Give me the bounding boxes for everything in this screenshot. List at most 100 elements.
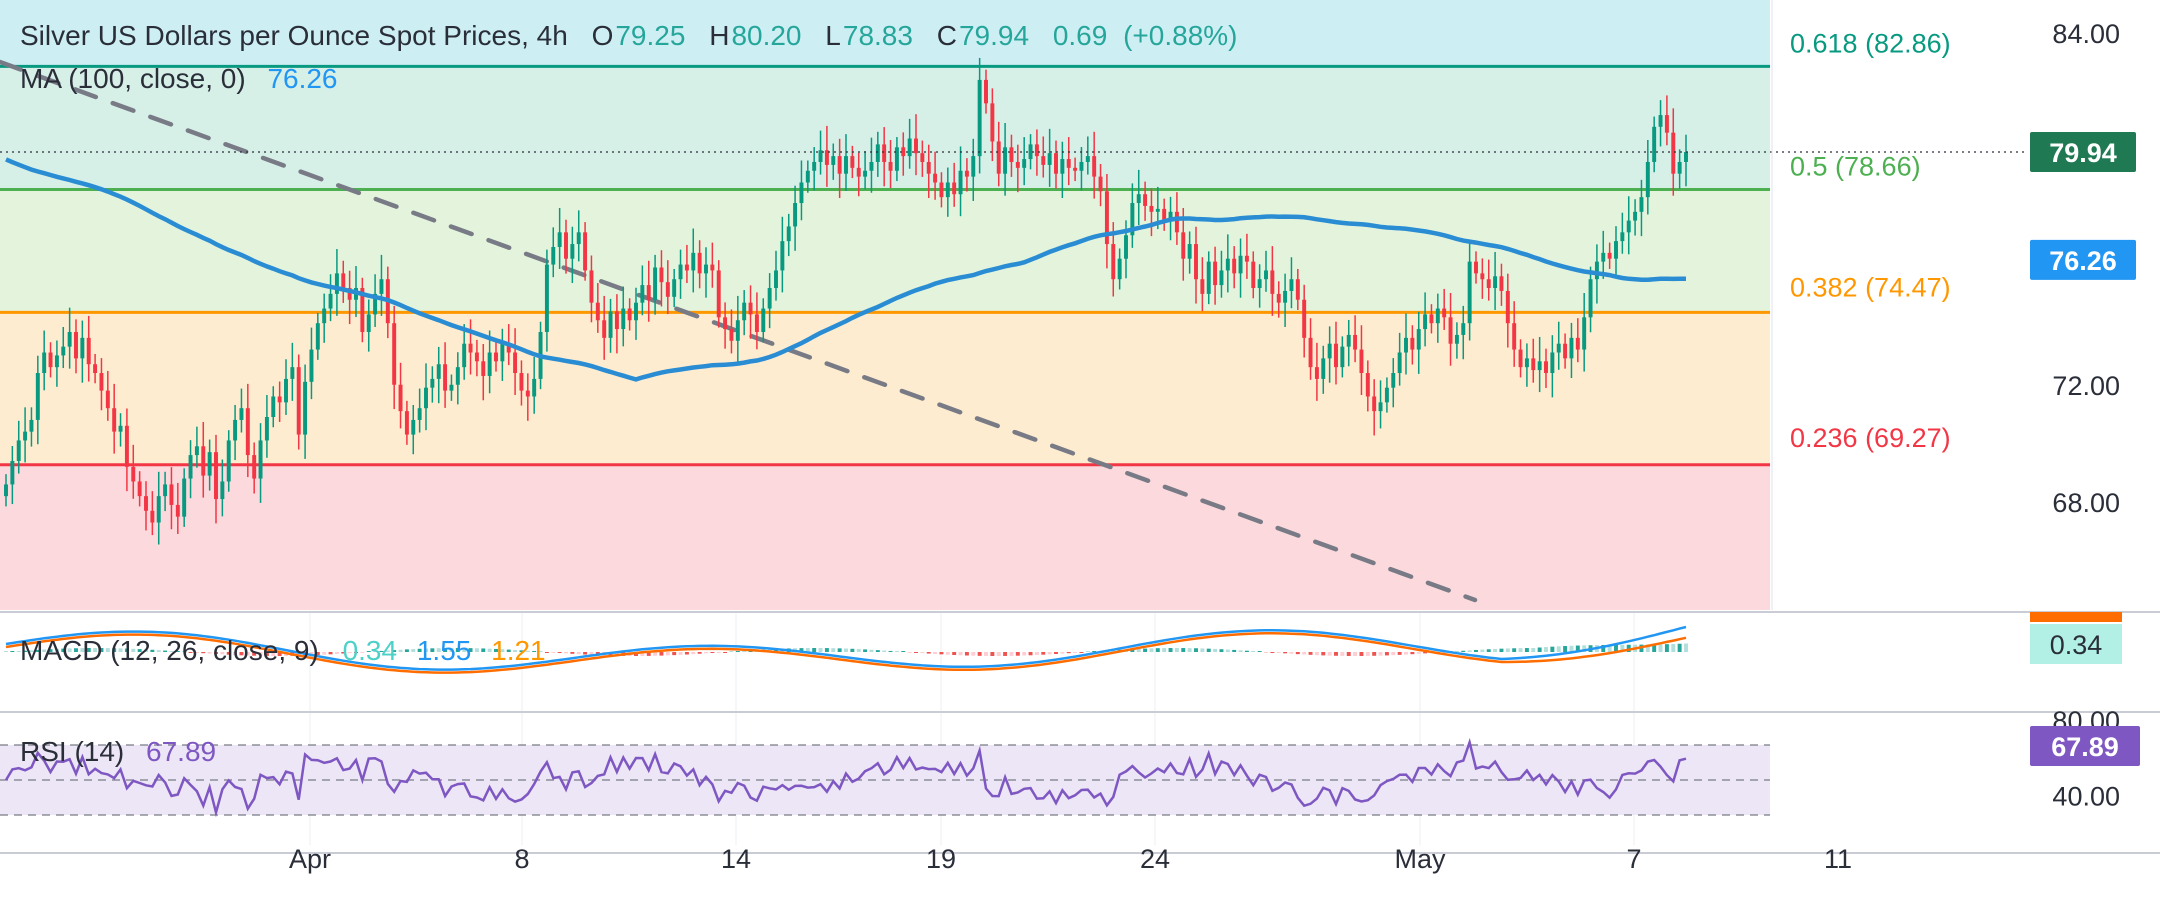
candle-body — [1162, 208, 1167, 221]
macd-histogram-bar — [334, 652, 339, 654]
macd-histogram-bar — [182, 651, 187, 652]
candle — [888, 139, 893, 189]
candle-body — [226, 440, 231, 482]
candle — [952, 162, 957, 207]
candle-body — [1302, 299, 1307, 338]
candle — [1098, 164, 1103, 207]
candle-body — [1448, 317, 1453, 344]
macd-histogram-bar — [958, 652, 963, 656]
candle-body — [80, 337, 85, 359]
macd-histogram-bar — [551, 652, 556, 653]
macd-histogram-bar — [373, 651, 378, 652]
price-tick-label: 68.00 — [2052, 488, 2120, 518]
time-tick-label: May — [1394, 844, 1446, 874]
candle — [1410, 325, 1415, 365]
candle — [398, 362, 403, 429]
candle-body — [1346, 334, 1351, 347]
macd-histogram-bar — [252, 652, 257, 656]
low-value: 78.83 — [842, 20, 913, 51]
candle — [875, 131, 880, 177]
candle-body — [729, 329, 734, 341]
candle-body — [1429, 314, 1434, 324]
macd-histogram-bar — [691, 652, 696, 655]
macd-histogram-bar — [1512, 648, 1517, 652]
candle — [1359, 325, 1364, 396]
macd-histogram-bar — [1149, 648, 1154, 652]
candle — [169, 467, 174, 530]
candle — [468, 319, 473, 375]
candle — [99, 358, 104, 411]
change-value: 0.69 — [1052, 20, 1108, 51]
candle-body — [856, 167, 861, 177]
macd-histogram-bar — [67, 648, 72, 652]
candle — [112, 383, 117, 454]
candle-body — [984, 79, 988, 104]
candle-body — [665, 282, 670, 297]
macd-histogram-bar — [646, 652, 651, 656]
candle-body — [907, 138, 912, 157]
candle — [939, 172, 944, 208]
macd-histogram-bar — [875, 650, 880, 652]
candle — [1423, 292, 1428, 347]
candle — [1314, 342, 1319, 401]
macd-histogram-bar — [697, 652, 702, 654]
macd-histogram-bar — [1270, 652, 1275, 653]
macd-histogram-bar — [856, 649, 861, 652]
macd-histogram-bar — [1353, 652, 1358, 656]
macd-histogram-bar — [1575, 645, 1580, 652]
candle — [799, 160, 804, 221]
candle — [392, 305, 397, 410]
candle-body — [767, 288, 772, 309]
macd-histogram-bar — [487, 648, 492, 652]
candle-body — [1257, 279, 1262, 289]
candle-body — [977, 79, 982, 157]
candle-body — [1168, 211, 1173, 221]
candle-body — [595, 302, 600, 321]
candle — [1276, 281, 1281, 318]
candle — [576, 210, 581, 262]
candle-body — [1461, 323, 1466, 335]
macd-histogram-bar — [1073, 652, 1078, 653]
candle-body — [252, 455, 257, 479]
candle — [1677, 149, 1682, 189]
macd-histogram-bar — [799, 648, 804, 652]
candle-body — [1467, 261, 1472, 324]
macd-histogram-bar — [1671, 643, 1676, 652]
candle — [74, 319, 78, 374]
macd-histogram-bar — [1232, 649, 1237, 652]
candle — [23, 407, 28, 463]
candle — [869, 137, 874, 193]
candle-body — [35, 373, 40, 420]
candle — [863, 151, 868, 190]
candle — [1213, 246, 1218, 305]
macd-histogram-bar — [315, 652, 320, 655]
macd-axis-badge — [2030, 624, 2122, 664]
candle-body — [1321, 358, 1326, 379]
candle-body — [837, 156, 842, 174]
candle — [258, 423, 263, 503]
candle — [621, 286, 626, 347]
candle-body — [1136, 194, 1141, 204]
candle — [1499, 263, 1504, 306]
candle — [627, 298, 632, 331]
candle — [856, 152, 861, 197]
candle-body — [1124, 235, 1128, 259]
macd-histogram-bar — [1391, 652, 1396, 656]
candle-body — [1104, 191, 1109, 245]
candle-body — [1397, 352, 1402, 374]
macd-histogram-bar — [1378, 652, 1383, 656]
candle — [1684, 134, 1688, 187]
candle — [583, 222, 588, 281]
candle-body — [1283, 290, 1288, 303]
candle-body — [487, 352, 492, 376]
candle-body — [54, 355, 59, 368]
fib-labels: 0.618 (82.86) 0.5 (78.66) 0.382 (74.47) 0.2… — [1790, 28, 1951, 452]
candle-body — [481, 361, 486, 376]
macd-histogram-bar — [99, 648, 104, 652]
ma-100-line — [5, 157, 1686, 382]
candle — [1225, 234, 1230, 293]
close-value: 79.94 — [958, 20, 1030, 51]
candle-body — [271, 396, 276, 417]
